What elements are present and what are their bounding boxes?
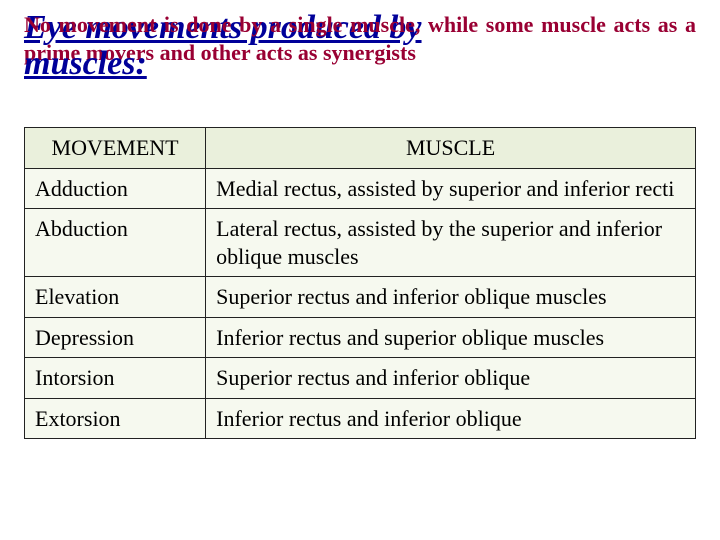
cell-movement: Extorsion: [25, 398, 206, 439]
table-row: Elevation Superior rectus and inferior o…: [25, 277, 696, 318]
table-row: Depression Inferior rectus and superior …: [25, 317, 696, 358]
cell-muscle: Inferior rectus and inferior oblique: [206, 398, 696, 439]
movements-table: MOVEMENT MUSCLE Adduction Medial rectus,…: [24, 127, 696, 439]
slide: Eye movements produced by No movement is…: [0, 0, 720, 447]
cell-muscle: Inferior rectus and superior oblique mus…: [206, 317, 696, 358]
cell-movement: Abduction: [25, 209, 206, 277]
table-header-row: MOVEMENT MUSCLE: [25, 128, 696, 169]
cell-movement: Intorsion: [25, 358, 206, 399]
cell-muscle: Superior rectus and inferior oblique: [206, 358, 696, 399]
header-muscle: MUSCLE: [206, 128, 696, 169]
table-row: Intorsion Superior rectus and inferior o…: [25, 358, 696, 399]
table-row: Adduction Medial rectus, assisted by sup…: [25, 168, 696, 209]
cell-muscle: Lateral rectus, assisted by the superior…: [206, 209, 696, 277]
cell-movement: Adduction: [25, 168, 206, 209]
header-movement: MOVEMENT: [25, 128, 206, 169]
table-row: Abduction Lateral rectus, assisted by th…: [25, 209, 696, 277]
table-row: Extorsion Inferior rectus and inferior o…: [25, 398, 696, 439]
cell-movement: Depression: [25, 317, 206, 358]
cell-muscle: Medial rectus, assisted by superior and …: [206, 168, 696, 209]
cell-muscle: Superior rectus and inferior oblique mus…: [206, 277, 696, 318]
spacer: [24, 89, 696, 127]
cell-movement: Elevation: [25, 277, 206, 318]
